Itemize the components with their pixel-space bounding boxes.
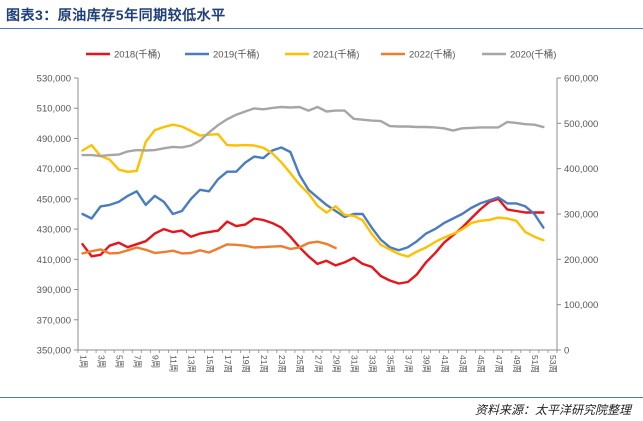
x-tick-label: 13周	[187, 355, 197, 373]
series-line	[81, 197, 545, 285]
x-tick-label: 25周	[295, 355, 305, 373]
x-tick-label: 21周	[259, 355, 269, 373]
left-tick-label: 470,000	[37, 164, 71, 175]
left-tick-label: 450,000	[37, 194, 71, 205]
report-header: 图表3：原油库存5年同期较低水平	[0, 0, 643, 29]
x-tick-label: 41周	[440, 355, 450, 373]
x-tick-label: 23周	[277, 355, 287, 373]
right-tick-label: 600,000	[564, 74, 598, 85]
x-tick-label: 9周	[151, 355, 161, 368]
right-tick-label: 100,000	[564, 300, 598, 311]
right-tick-label: 500,000	[564, 119, 598, 130]
report-footer: 资料来源：太平洋研究院整理	[0, 397, 643, 421]
x-tick-label: 15周	[205, 355, 215, 373]
x-tick-label: 1周	[78, 355, 88, 368]
x-tick-label: 37周	[404, 355, 414, 373]
left-tick-label: 390,000	[37, 285, 71, 296]
right-tick-label: 300,000	[564, 210, 598, 221]
x-tick-label: 43周	[458, 355, 468, 373]
x-tick-label: 33周	[367, 355, 377, 373]
x-tick-label: 5周	[114, 355, 124, 368]
right-tick-label: 200,000	[564, 255, 598, 266]
legend-label: 2021(千桶)	[313, 49, 359, 61]
x-tick-label: 51周	[530, 355, 540, 373]
x-tick-label: 7周	[132, 355, 142, 368]
x-tick-label: 49周	[512, 355, 522, 373]
source-note: 资料来源：太平洋研究院整理	[474, 403, 631, 417]
x-tick-label: 31周	[349, 355, 359, 373]
left-tick-label: 430,000	[37, 225, 71, 236]
chart-legend: 2018(千桶) 2019(千桶) 2021(千桶) 2022(千桶) 2020(千桶)	[86, 49, 556, 61]
left-tick-label: 490,000	[37, 134, 71, 145]
legend-label: 2020(千桶)	[510, 49, 556, 61]
x-tick-label: 45周	[476, 355, 486, 373]
x-tick-label: 39周	[422, 355, 432, 373]
right-tick-label: 0	[564, 346, 569, 357]
left-tick-label: 370,000	[37, 315, 71, 326]
x-axis-ticks: 1周 3周 5周 7周 9周 11周 13周 15周 17周 19周 21周 23周 25周 27周 29周…	[77, 350, 558, 373]
x-tick-label: 47周	[494, 355, 504, 373]
left-tick-label: 410,000	[37, 255, 71, 266]
x-tick-label: 3周	[96, 355, 106, 368]
legend-label: 2018(千桶)	[114, 49, 160, 61]
series-line	[81, 146, 545, 252]
left-tick-label: 510,000	[37, 104, 71, 115]
x-tick-label: 11周	[169, 355, 179, 372]
legend-label: 2019(千桶)	[213, 49, 259, 61]
x-tick-label: 27周	[313, 355, 323, 373]
series-lines	[81, 105, 545, 285]
legend-label: 2022(千桶)	[409, 49, 455, 61]
x-tick-label: 29周	[331, 355, 341, 373]
chart-frame	[77, 78, 558, 351]
x-tick-label: 35周	[386, 355, 396, 373]
left-tick-label: 530,000	[37, 74, 71, 85]
series-line	[81, 240, 337, 255]
left-tick-label: 350,000	[37, 346, 71, 357]
x-tick-label: 17周	[223, 355, 233, 373]
x-tick-label: 19周	[241, 355, 251, 373]
left-axis-ticks: 350,000 370,000 390,000 410,000 430,000 450,0…	[37, 74, 78, 357]
x-tick-label: 53周	[548, 355, 558, 373]
figure-title: 图表3：原油库存5年同期较低水平	[6, 7, 226, 23]
series-line	[81, 123, 545, 258]
series-line	[81, 105, 545, 158]
right-tick-label: 400,000	[564, 164, 598, 175]
right-axis-ticks: 0 100,000 200,000 300,000 400,000 500,000 600,…	[557, 74, 598, 357]
